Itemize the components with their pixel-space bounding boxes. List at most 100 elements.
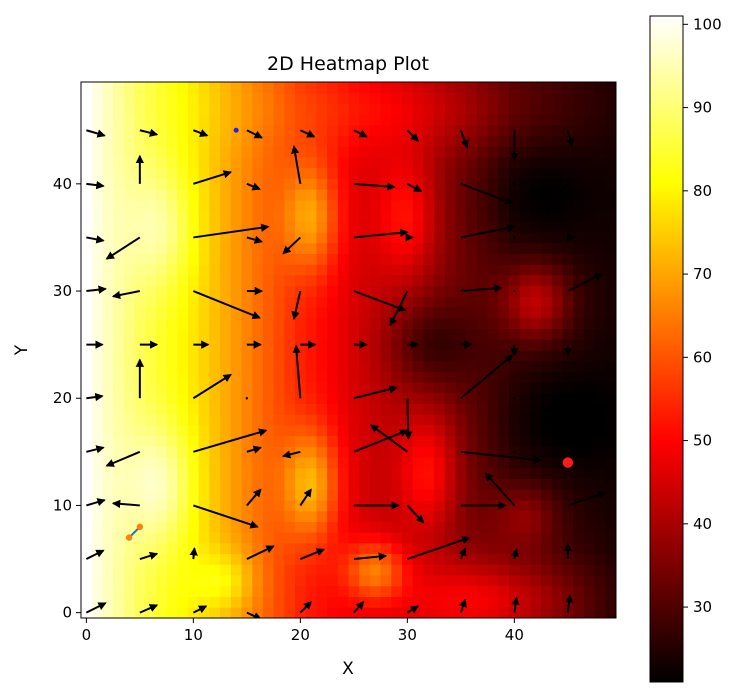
heatmap-cell [123,414,135,426]
heatmap-cell [220,350,232,362]
heatmap-cell [91,532,103,544]
heatmap-cell [220,285,232,297]
heatmap-cell [519,403,531,415]
heatmap-cell [551,575,563,587]
heatmap-cell [412,178,424,190]
heatmap-cell [198,285,210,297]
heatmap-cell [487,435,499,447]
heatmap-cell [487,532,499,544]
heatmap-cell [476,232,488,244]
quiver-arrow [566,450,570,454]
heatmap-cell [509,371,521,383]
heatmap-cell [509,403,521,415]
heatmap-cell [209,510,221,522]
heatmap-cell [605,360,616,372]
heatmap-cell [188,199,200,212]
heatmap-cell [273,585,285,597]
heatmap-cell [209,435,221,447]
heatmap-cell [605,478,616,490]
heatmap-cell [605,532,616,544]
heatmap-cell [273,135,285,147]
heatmap-cell [145,607,157,618]
heatmap-cell [252,414,264,426]
heatmap-cell [562,435,574,447]
heatmap-cell [284,114,296,126]
heatmap-cell [466,124,478,136]
heatmap-cell [155,232,167,244]
heatmap-cell [102,435,114,447]
heatmap-cell [273,489,285,501]
heatmap-cell [509,167,521,179]
heatmap-cell [155,521,167,533]
heatmap-cell [145,274,157,287]
heatmap-cell [284,500,296,512]
heatmap-cell [166,542,178,555]
heatmap-cell [455,585,467,597]
heatmap-cell [273,307,285,319]
heatmap-cell [284,564,296,576]
heatmap-cell [519,382,531,394]
heatmap-cell [102,221,114,233]
heatmap-cell [562,199,574,212]
heatmap-cell [113,489,125,501]
heatmap-cell [166,210,178,222]
heatmap-cell [337,382,349,394]
heatmap-cell [412,575,424,587]
heatmap-cell [519,564,531,576]
heatmap-cell [519,232,531,244]
quiver-arrow [564,594,574,613]
heatmap-cell [113,274,125,287]
heatmap-cell [434,114,446,126]
heatmap-cell [81,92,93,104]
heatmap-cell [316,532,328,544]
heatmap-cell [605,553,616,565]
heatmap-cell [337,435,349,447]
heatmap-cell [262,178,274,190]
heatmap-cell [541,489,553,501]
heatmap-cell [530,274,542,287]
heatmap-cell [487,114,499,126]
heatmap-cell [91,317,103,329]
heatmap-cell [220,328,232,340]
heatmap-cell [230,532,242,544]
heatmap-cell [423,414,435,426]
heatmap-cell [498,199,510,212]
heatmap-cell [102,532,114,544]
heatmap-cell [530,328,542,340]
heatmap-cell [444,457,456,469]
heatmap-cell [444,446,456,458]
heatmap-cell [241,542,253,555]
heatmap-cell [509,575,521,587]
heatmap-cell [252,521,264,533]
heatmap-cell [402,328,414,340]
heatmap-cell [476,414,488,426]
heatmap-cell [530,264,542,276]
heatmap-cell [402,82,414,94]
heatmap-cell [337,575,349,587]
heatmap-cell [476,467,488,480]
heatmap-cell [209,425,221,437]
heatmap-cell [402,114,414,126]
heatmap-cell [230,264,242,276]
heatmap-cell [252,221,264,233]
heatmap-cell [530,542,542,555]
heatmap-cell [305,167,317,179]
heatmap-cell [337,221,349,233]
heatmap-cell [583,114,595,126]
heatmap-cell [487,521,499,533]
x-axis: 0 10 20 30 40 [82,618,524,644]
heatmap-cell [605,242,616,254]
heatmap-cell [551,532,563,544]
heatmap-cell [562,157,574,169]
heatmap-cell [316,114,328,126]
heatmap-cell [155,103,167,115]
heatmap-cell [295,328,307,340]
heatmap-cell [305,189,317,201]
heatmap-cell [498,92,510,104]
heatmap-cell [498,146,510,158]
heatmap-cell [444,467,456,480]
heatmap-cell [402,457,414,469]
heatmap-cell [562,425,574,437]
heatmap-cell [530,596,542,608]
heatmap-cell [177,339,189,351]
